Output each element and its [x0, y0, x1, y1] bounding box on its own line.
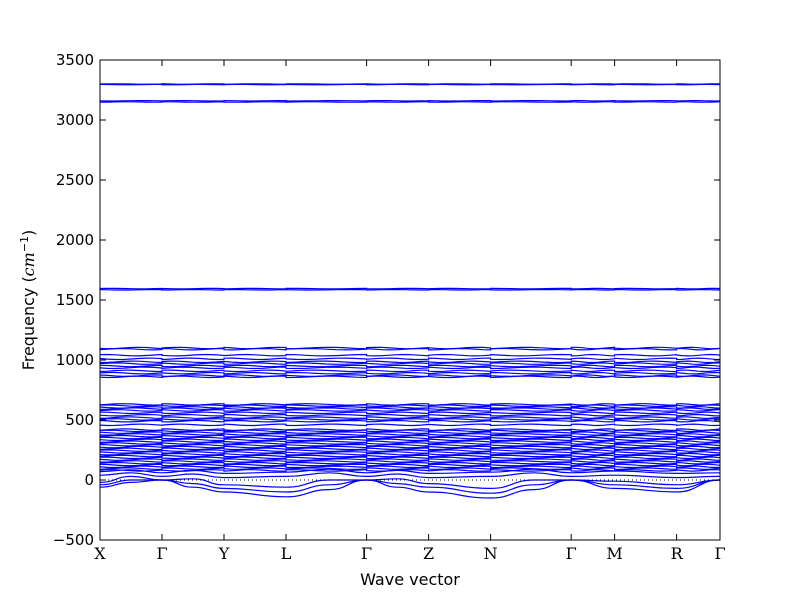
- x-tick-label-0: X: [94, 544, 106, 563]
- y-tick-label-5: 2000: [56, 231, 94, 249]
- y-tick-label-2: 500: [65, 411, 94, 429]
- x-tick-label-10: Γ: [714, 544, 725, 563]
- flat-band-22: [99, 409, 721, 412]
- acoustic-band-2: [99, 475, 721, 490]
- x-tick-label-8: M: [606, 544, 622, 563]
- y-axis-title-text: Frequency (: [19, 276, 38, 370]
- flat-band-21: [100, 407, 721, 410]
- flat-band-35: [99, 438, 721, 442]
- flat-band-14: [99, 369, 721, 373]
- flat-band-46: [99, 458, 721, 461]
- flat-band-41: [99, 449, 721, 452]
- x-tick-label-4: Γ: [361, 544, 372, 563]
- flat-band-27: [99, 419, 721, 423]
- x-tick-label-3: L: [281, 544, 292, 563]
- flat-band-48: [99, 461, 721, 465]
- flat-band-7: [99, 347, 721, 351]
- flat-band-52: [99, 469, 721, 472]
- flat-band-40: [99, 447, 721, 451]
- flat-band-15: [99, 371, 721, 375]
- acoustic-band-4: [99, 468, 721, 475]
- y-axis-title-exp: −1: [18, 236, 31, 252]
- y-axis-ticks: −500 0 500 1000 1500 2000 2500 3000 3500: [53, 51, 720, 549]
- y-tick-label-4: 1500: [56, 291, 94, 309]
- flat-band-34: [99, 436, 721, 440]
- flat-band-9: [99, 357, 721, 361]
- flat-band-31: [99, 431, 721, 434]
- x-tick-label-7: Γ: [566, 544, 577, 563]
- flat-band-11: [99, 362, 721, 365]
- flat-band-43: [99, 452, 721, 456]
- y-tick-label-7: 3000: [56, 111, 94, 129]
- flat-band-12: [99, 364, 721, 368]
- flat-band-32: [99, 433, 721, 436]
- flat-band-8: [99, 353, 721, 357]
- flat-band-50: [99, 465, 721, 469]
- flat-band-16: [99, 374, 721, 377]
- flat-band-20: [99, 406, 721, 409]
- y-axis-title-close: ): [19, 230, 38, 236]
- y-tick-label-6: 2500: [56, 171, 94, 189]
- flat-band-24: [99, 413, 720, 417]
- flat-band-47: [99, 460, 721, 463]
- x-tick-label-1: Γ: [156, 544, 167, 563]
- x-tick-label-6: N: [484, 544, 498, 563]
- acoustic-band-0: [99, 479, 721, 499]
- flat-band-30: [99, 429, 721, 433]
- y-axis-title: Frequency (cm−1): [18, 230, 39, 371]
- flat-band-51: [99, 467, 721, 470]
- y-tick-label-3: 1000: [56, 351, 94, 369]
- flat-band-26: [99, 418, 721, 421]
- flat-band-45: [99, 456, 721, 460]
- flat-band-17: [99, 375, 721, 379]
- flat-band-33: [99, 434, 721, 438]
- flat-band-36: [99, 440, 721, 443]
- flat-band-13: [99, 366, 721, 370]
- flat-band-19: [99, 404, 721, 407]
- flat-band-28: [99, 423, 721, 427]
- band-lines: [99, 83, 721, 499]
- flat-band-25: [99, 416, 721, 419]
- flat-band-44: [99, 454, 721, 458]
- y-tick-label-1: 0: [84, 471, 94, 489]
- flat-band-38: [99, 443, 721, 447]
- x-axis-title: Wave vector: [360, 570, 460, 589]
- x-tick-label-5: Z: [423, 544, 434, 563]
- y-tick-label-8: 3500: [56, 51, 94, 69]
- flat-band-10: [99, 360, 721, 364]
- y-axis-title-unit: cm: [19, 252, 38, 276]
- y-tick-label-0: −500: [53, 531, 94, 549]
- flat-band-39: [99, 445, 721, 449]
- flat-band-37: [99, 442, 721, 445]
- acoustic-band-1: [99, 479, 721, 494]
- x-tick-label-9: R: [671, 544, 684, 563]
- flat-band-23: [99, 411, 721, 415]
- flat-band-42: [99, 451, 721, 454]
- flat-band-49: [99, 463, 721, 467]
- x-tick-label-2: Y: [218, 544, 230, 563]
- acoustic-band-3: [99, 472, 721, 479]
